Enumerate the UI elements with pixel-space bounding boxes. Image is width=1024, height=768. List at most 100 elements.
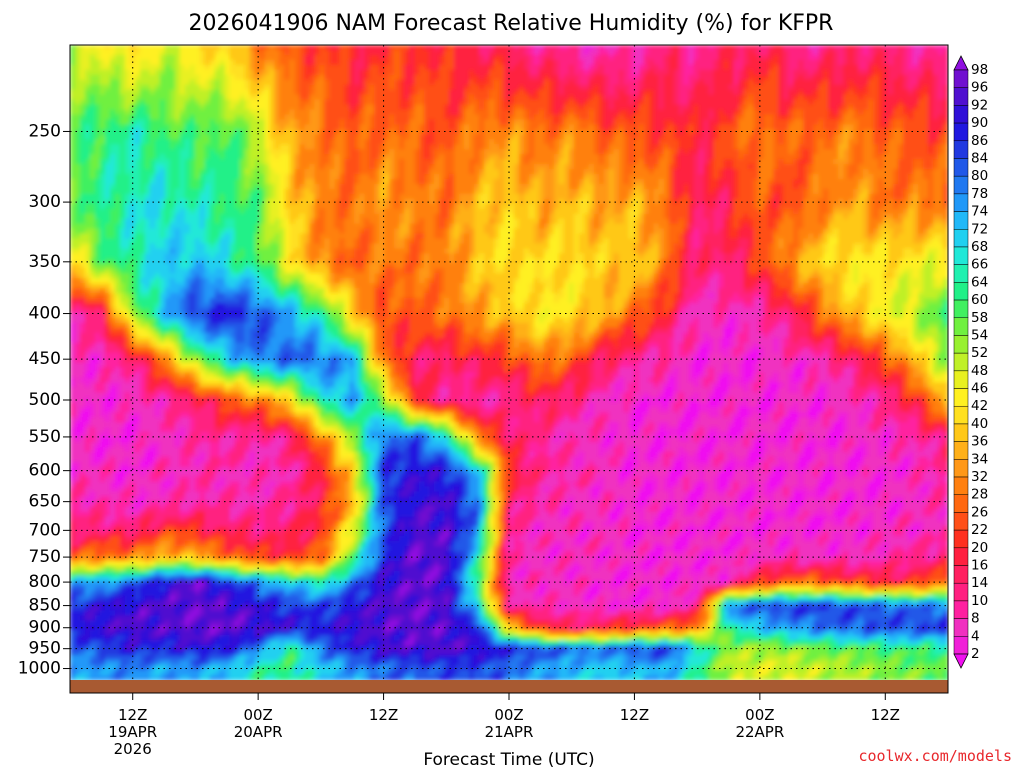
rh-cell [898, 109, 904, 116]
rh-cell [783, 159, 789, 165]
rh-cell [523, 114, 530, 121]
rh-cell [758, 119, 765, 125]
rh-cell [653, 104, 660, 111]
rh-cell [713, 59, 720, 66]
rh-cell [863, 49, 869, 56]
rh-cell [808, 134, 814, 140]
rh-cell [668, 104, 675, 111]
rh-cell [548, 119, 555, 125]
rh-cell [913, 139, 919, 145]
rh-cell [618, 144, 625, 150]
rh-cell [249, 114, 256, 121]
rh-cell [174, 154, 181, 160]
rh-cell [70, 59, 76, 66]
rh-cell [259, 64, 266, 71]
rh-cell [803, 74, 809, 81]
rh-cell [898, 124, 904, 130]
rh-cell [224, 69, 231, 76]
rh-cell [464, 169, 470, 175]
rh-cell [653, 84, 660, 91]
rh-cell [548, 99, 555, 106]
rh-cell [349, 84, 355, 91]
rh-cell [898, 169, 904, 175]
rh-cell [359, 79, 365, 86]
rh-cell [299, 84, 306, 91]
rh-cell [449, 74, 455, 81]
rh-cell [618, 79, 625, 86]
rh-cell [244, 134, 251, 140]
rh-cell [618, 49, 625, 56]
rh-cell [533, 159, 540, 165]
rh-cell [74, 178, 81, 185]
rh-cell [943, 129, 948, 135]
rh-cell [299, 129, 306, 135]
rh-cell [643, 109, 650, 116]
rh-cell [883, 99, 889, 106]
rh-cell [84, 144, 91, 150]
rh-cell [354, 114, 360, 121]
rh-cell [583, 159, 590, 165]
rh-cell [543, 89, 550, 96]
rh-cell [264, 134, 271, 140]
rh-cell [823, 64, 829, 71]
rh-cell [159, 84, 166, 91]
rh-cell [683, 159, 690, 165]
rh-cell [449, 69, 455, 76]
rh-cell [509, 129, 515, 135]
rh-cell [913, 84, 919, 91]
rh-cell [653, 109, 660, 116]
rh-cell [938, 104, 944, 111]
rh-cell [593, 94, 600, 101]
rh-cell [129, 54, 136, 61]
rh-cell [578, 139, 585, 145]
rh-cell [344, 183, 350, 190]
rh-cell [369, 84, 375, 91]
rh-cell [563, 124, 570, 130]
rh-cell [578, 45, 585, 51]
rh-cell [548, 94, 555, 101]
rh-cell [783, 139, 789, 145]
rh-cell [499, 84, 505, 91]
rh-cell [628, 89, 635, 96]
rh-cell [578, 109, 585, 116]
rh-cell [733, 109, 740, 116]
rh-cell [588, 84, 595, 91]
rh-cell [783, 89, 789, 96]
rh-cell [444, 159, 450, 165]
rh-cell [828, 45, 834, 51]
rh-cell [224, 144, 231, 150]
rh-cell [384, 164, 390, 170]
rh-cell [733, 134, 740, 140]
rh-cell [588, 124, 595, 130]
rh-cell [459, 74, 465, 81]
rh-cell [613, 89, 620, 96]
rh-cell [668, 64, 675, 71]
rh-cell [124, 94, 131, 101]
rh-cell [239, 99, 246, 106]
rh-cell [139, 74, 146, 81]
rh-cell [863, 59, 869, 66]
rh-cell [169, 99, 176, 106]
rh-cell [444, 49, 450, 56]
rh-cell [723, 89, 730, 96]
rh-cell [673, 79, 680, 86]
rh-cell [788, 49, 794, 56]
rh-cell [394, 84, 400, 91]
rh-cell [723, 164, 730, 170]
rh-cell [588, 114, 595, 121]
rh-cell [788, 54, 794, 61]
rh-cell [184, 169, 191, 175]
rh-cell [593, 144, 600, 150]
rh-cell [339, 89, 345, 96]
rh-cell [454, 169, 460, 175]
rh-cell [563, 169, 570, 175]
rh-cell [593, 104, 600, 111]
rh-cell [708, 169, 715, 175]
rh-cell [523, 134, 530, 140]
rh-cell [663, 69, 670, 76]
rh-cell [374, 164, 380, 170]
rh-cell [553, 69, 560, 76]
rh-cell [653, 114, 660, 121]
rh-cell [184, 74, 191, 81]
rh-cell [214, 94, 221, 101]
